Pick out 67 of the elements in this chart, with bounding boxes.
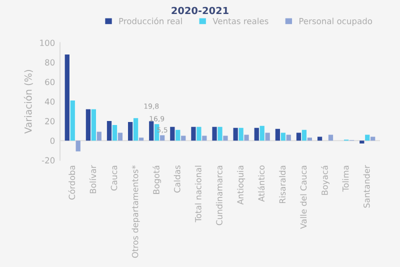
y-tick-label: -20 bbox=[42, 157, 55, 164]
bar bbox=[370, 136, 376, 141]
legend-label: Producción real bbox=[119, 17, 182, 24]
x-tick-label: Otros departamentos* bbox=[132, 165, 140, 258]
x-tick-label: Cundinamarca bbox=[216, 166, 222, 226]
bar bbox=[86, 109, 91, 141]
bar bbox=[238, 128, 244, 141]
bar bbox=[138, 138, 144, 141]
bar bbox=[265, 132, 270, 141]
bar bbox=[160, 135, 165, 141]
bar bbox=[317, 136, 322, 141]
bar bbox=[112, 124, 118, 141]
bar bbox=[70, 100, 75, 141]
bar bbox=[212, 126, 217, 141]
bar bbox=[196, 126, 202, 141]
bar bbox=[260, 126, 264, 141]
bar bbox=[202, 136, 207, 141]
bar bbox=[328, 134, 334, 141]
bar bbox=[133, 118, 138, 141]
bar bbox=[275, 128, 280, 141]
x-tick-label: Valle del Cauca bbox=[300, 166, 307, 229]
bar bbox=[365, 134, 370, 141]
y-tick-label: 0 bbox=[50, 138, 55, 144]
x-tick-label: Bogotá bbox=[152, 166, 162, 194]
x-tick-label: Tolima bbox=[342, 166, 349, 192]
bar bbox=[170, 126, 175, 141]
chart-title: 2020-2021 bbox=[172, 6, 228, 14]
y-tick-label: 100 bbox=[40, 40, 55, 46]
bar bbox=[223, 136, 228, 141]
bar bbox=[64, 54, 70, 141]
x-tick-label: Total nacional bbox=[194, 166, 202, 222]
x-tick-label: Antioquia bbox=[237, 166, 246, 205]
bar bbox=[296, 132, 302, 141]
bar bbox=[307, 138, 312, 141]
x-tick-label: Bolívar bbox=[89, 165, 96, 194]
x-tick-label: Risaralda bbox=[279, 166, 286, 204]
x-tick-label: Boyacá bbox=[321, 166, 330, 195]
y-tick-label: 20 bbox=[45, 118, 55, 124]
bar bbox=[149, 121, 154, 141]
bar bbox=[176, 130, 180, 141]
bar bbox=[302, 130, 307, 141]
bar bbox=[360, 140, 364, 144]
bar bbox=[128, 122, 133, 141]
bar bbox=[254, 128, 259, 141]
bar bbox=[286, 134, 291, 141]
y-tick-label: 60 bbox=[45, 78, 55, 86]
y-tick-label: 40 bbox=[44, 98, 55, 105]
legend-label: Personal ocupado bbox=[300, 18, 372, 26]
x-tick-label: Santander bbox=[363, 165, 370, 208]
bar bbox=[106, 121, 112, 141]
bar bbox=[118, 132, 123, 141]
bar bbox=[181, 136, 186, 141]
x-tick-label: Caldas bbox=[174, 165, 180, 193]
x-tick-label: Córdoba bbox=[68, 166, 76, 200]
bar bbox=[218, 126, 222, 141]
legend-label: Ventas reales bbox=[212, 18, 268, 24]
bar bbox=[96, 132, 102, 141]
x-tick-label: Atlántico bbox=[258, 166, 265, 202]
y-axis-title: Variación (%) bbox=[24, 70, 33, 134]
bar bbox=[244, 134, 249, 141]
bar bbox=[91, 109, 96, 141]
bar bbox=[233, 128, 238, 141]
bar bbox=[191, 126, 196, 141]
bar bbox=[76, 140, 80, 152]
bar bbox=[280, 132, 286, 141]
x-tick-label: Cauca bbox=[110, 166, 118, 190]
y-tick-label: 80 bbox=[45, 59, 55, 66]
